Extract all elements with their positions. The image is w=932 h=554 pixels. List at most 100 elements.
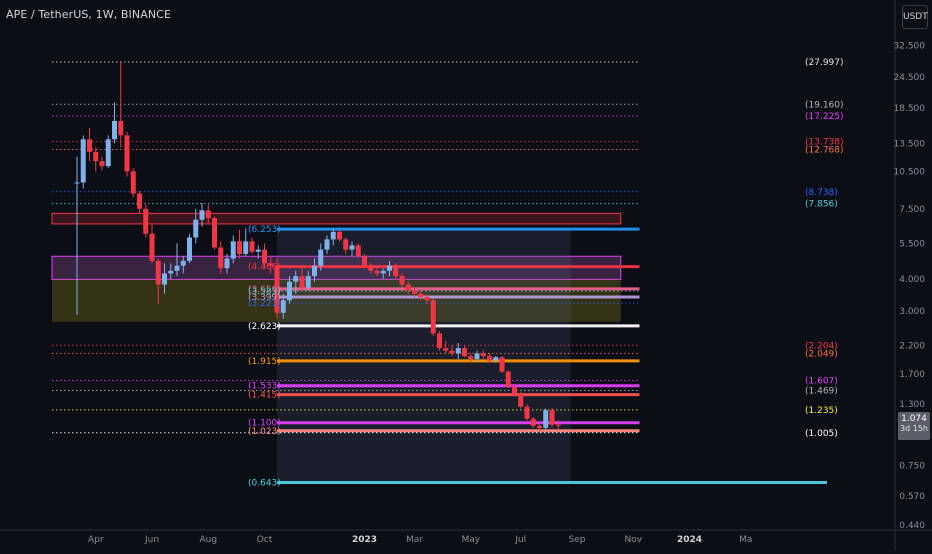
candle-body-62 bbox=[462, 348, 467, 357]
candle-body-67 bbox=[493, 357, 499, 361]
y-tick-label-8: 3.000 bbox=[899, 307, 925, 317]
candle-body-46 bbox=[362, 256, 367, 266]
y-tick-label-1: 24.500 bbox=[894, 73, 926, 83]
last-price-value: 1.074 bbox=[901, 414, 927, 424]
candle-body-40 bbox=[324, 239, 330, 250]
candle-body-75 bbox=[543, 410, 549, 428]
y-tick-label-4: 10.500 bbox=[894, 167, 926, 177]
candles-layer bbox=[74, 62, 561, 432]
candle-body-9 bbox=[130, 171, 136, 194]
level-label-9: (3.656) bbox=[248, 285, 281, 295]
candle-body-69 bbox=[505, 371, 511, 387]
x-tick-label-7: Jul bbox=[514, 535, 526, 545]
candle-body-24 bbox=[224, 258, 230, 269]
last-price-badge: 1.074 3d 15h bbox=[898, 412, 930, 440]
candle-body-45 bbox=[355, 245, 361, 257]
zone-3 bbox=[277, 229, 571, 483]
candle-body-2 bbox=[87, 139, 92, 152]
candle-body-65 bbox=[480, 353, 486, 357]
y-tick-label-3: 13.500 bbox=[894, 139, 926, 149]
level-label-5: (8.738) bbox=[805, 188, 838, 198]
level-label-15: (2.049) bbox=[805, 349, 838, 359]
candle-body-16 bbox=[174, 265, 180, 271]
level-label-12: (3.221) bbox=[248, 299, 281, 309]
candle-body-41 bbox=[330, 231, 336, 240]
x-tick-label-5: Mar bbox=[406, 535, 423, 545]
candle-body-18 bbox=[187, 237, 192, 261]
candle-body-56 bbox=[424, 296, 430, 301]
candle-body-11 bbox=[143, 208, 149, 234]
zones-layer bbox=[51, 212, 622, 483]
candle-body-42 bbox=[337, 231, 342, 240]
candle-body-13 bbox=[155, 260, 161, 285]
candle-body-60 bbox=[449, 350, 455, 354]
candle-body-68 bbox=[499, 357, 505, 372]
level-label-6: (7.856) bbox=[805, 200, 838, 210]
candle-body-19 bbox=[193, 219, 199, 238]
candle-body-32 bbox=[274, 265, 280, 313]
level-label-1: (19.160) bbox=[805, 100, 844, 110]
level-label-10: (3.583) bbox=[248, 287, 281, 297]
y-tick-label-2: 18.500 bbox=[894, 104, 926, 114]
x-tick-label-8: Sep bbox=[569, 535, 586, 545]
candle-body-49 bbox=[380, 270, 386, 274]
candle-body-12 bbox=[149, 233, 155, 261]
y-tick-label-5: 7.500 bbox=[899, 205, 925, 215]
currency-unit-button[interactable]: USDT bbox=[902, 5, 928, 29]
candle-body-23 bbox=[218, 247, 224, 269]
level-label-21: (1.235) bbox=[805, 406, 838, 416]
candle-body-51 bbox=[393, 265, 399, 277]
candle-body-34 bbox=[287, 281, 292, 301]
x-tick-label-1: Jun bbox=[144, 535, 159, 545]
level-label-14: (2.204) bbox=[805, 341, 838, 351]
candle-body-58 bbox=[437, 333, 442, 349]
candle-body-72 bbox=[524, 406, 530, 419]
candle-body-37 bbox=[305, 276, 311, 288]
candle-body-53 bbox=[405, 284, 411, 291]
candle-body-47 bbox=[368, 265, 374, 271]
level-label-25: (0.643) bbox=[248, 479, 281, 489]
y-tick-label-13: 0.750 bbox=[899, 461, 925, 471]
level-label-24: (1.005) bbox=[805, 429, 838, 439]
x-tick-label-9: Nov bbox=[624, 535, 642, 545]
candle-body-10 bbox=[137, 193, 142, 209]
level-label-0: (27.997) bbox=[805, 58, 844, 68]
y-tick-label-6: 5.500 bbox=[899, 239, 925, 249]
x-tick-label-2: Aug bbox=[199, 535, 217, 545]
candle-body-21 bbox=[205, 210, 211, 219]
candle-body-54 bbox=[412, 290, 417, 294]
level-label-2: (17.225) bbox=[805, 112, 844, 122]
candle-body-43 bbox=[343, 239, 349, 250]
candle-body-31 bbox=[268, 263, 274, 266]
candle-body-27 bbox=[243, 241, 249, 254]
candle-body-63 bbox=[468, 356, 474, 359]
candle-body-44 bbox=[349, 245, 355, 250]
candle-body-5 bbox=[105, 139, 111, 167]
candle-body-8 bbox=[124, 135, 130, 172]
candle-body-4 bbox=[99, 161, 105, 167]
candle-body-77 bbox=[555, 424, 561, 426]
level-label-8: (4.466) bbox=[248, 263, 281, 273]
x-tick-label-6: May bbox=[461, 535, 480, 545]
candle-body-1 bbox=[80, 139, 86, 183]
level-label-7: (6.253) bbox=[248, 225, 281, 235]
candle-body-50 bbox=[387, 265, 392, 271]
candle-body-3 bbox=[93, 151, 99, 162]
level-label-13: (2.623) bbox=[248, 322, 281, 332]
level-label-22: (1.100) bbox=[248, 419, 281, 429]
candle-body-20 bbox=[199, 210, 205, 220]
level-label-18: (1.533) bbox=[248, 382, 281, 392]
candle-body-15 bbox=[168, 270, 174, 274]
zone-0 bbox=[51, 212, 622, 225]
level-label-20: (1.415) bbox=[248, 391, 281, 401]
x-tick-label-11: Ma bbox=[739, 535, 752, 545]
y-tick-label-14: 0.570 bbox=[899, 492, 925, 502]
candle-body-22 bbox=[212, 218, 217, 248]
candle-body-35 bbox=[293, 276, 299, 282]
zone-2 bbox=[52, 279, 621, 322]
y-tick-label-10: 1.700 bbox=[899, 370, 925, 380]
candle-body-30 bbox=[262, 249, 267, 264]
candle-body-66 bbox=[487, 356, 492, 361]
